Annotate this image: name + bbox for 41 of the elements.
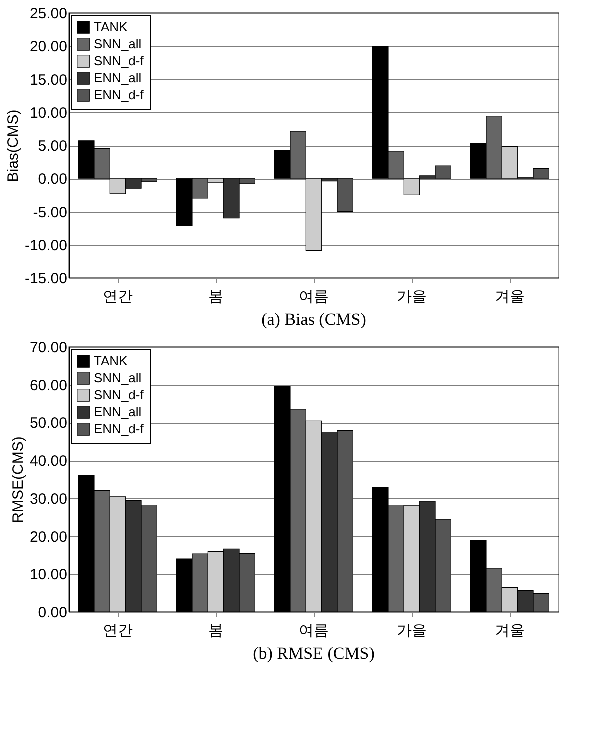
y-tick-label: 15.00 bbox=[30, 72, 68, 89]
text: (b) RMSE (CMS) bbox=[253, 644, 375, 663]
y-tick-label: 70.00 bbox=[30, 340, 68, 356]
legend-label: ENN_all bbox=[94, 404, 142, 420]
x-tick-label: 연간 bbox=[103, 288, 133, 306]
y-tick-label: 20.00 bbox=[30, 38, 68, 56]
y-tick-label: 60.00 bbox=[30, 377, 68, 394]
text: (a) Bias (CMS) bbox=[262, 310, 366, 329]
y-axis-title: RMSE(CMS) bbox=[10, 436, 27, 524]
x-tick-label: 가을 bbox=[397, 288, 427, 306]
x-tick-label: 봄 bbox=[208, 288, 224, 306]
y-tick-label: 10.00 bbox=[30, 104, 68, 122]
x-tick-label: 가을 bbox=[397, 622, 427, 640]
y-tick-label: 0.00 bbox=[38, 604, 68, 622]
x-tick-label: 여름 bbox=[299, 288, 329, 306]
y-tick-label: -15.00 bbox=[24, 270, 68, 288]
x-tick-label: 봄 bbox=[208, 622, 224, 640]
legend-label: ENN_d-f bbox=[94, 88, 144, 102]
y-tick-label: 20.00 bbox=[30, 528, 68, 546]
y-tick-label: -5.00 bbox=[33, 204, 68, 222]
legend-label: SNN_d-f bbox=[94, 388, 144, 402]
y-tick-label: 0.00 bbox=[38, 171, 68, 188]
y-tick-label: -10.00 bbox=[24, 237, 68, 254]
y-tick-label: 40.00 bbox=[30, 453, 68, 470]
y-tick-label: 5.00 bbox=[38, 138, 68, 155]
legend-label: TANK bbox=[94, 354, 128, 368]
x-tick-label: 겨울 bbox=[495, 622, 525, 640]
legend-label: ENN_d-f bbox=[94, 422, 144, 436]
x-tick-label: 겨울 bbox=[495, 288, 525, 306]
x-tick-label: 연간 bbox=[103, 622, 133, 640]
legend-label: SNN_all bbox=[94, 36, 142, 52]
y-tick-label: 50.00 bbox=[30, 415, 68, 432]
legend-label: TANK bbox=[94, 20, 128, 34]
legend-label: ENN_all bbox=[94, 70, 142, 86]
y-tick-label: 30.00 bbox=[30, 490, 68, 508]
x-tick-label: 여름 bbox=[299, 622, 329, 640]
legend-label: SNN_d-f bbox=[94, 54, 144, 68]
legend-label: SNN_all bbox=[94, 370, 142, 386]
y-tick-label: 10.00 bbox=[30, 566, 68, 584]
y-tick-label: 25.00 bbox=[30, 6, 68, 22]
y-axis-title: Bias(CMS) bbox=[4, 110, 22, 182]
